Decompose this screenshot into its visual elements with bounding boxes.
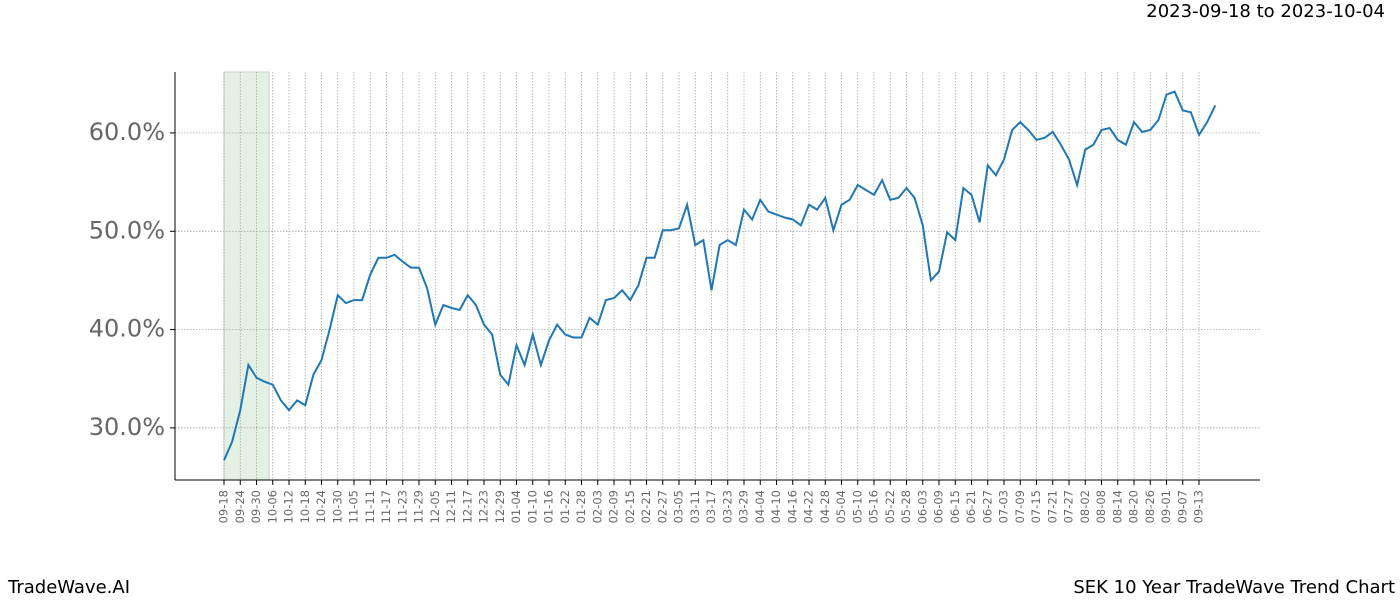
- x-tick-label: 05-28: [899, 490, 913, 523]
- brand: TradeWave.AI: [7, 577, 130, 598]
- x-tick-label: 09-07: [1175, 490, 1189, 523]
- x-tick-label: 05-22: [883, 490, 897, 523]
- x-tick-label: 12-23: [477, 490, 491, 523]
- x-tick-label: 11-23: [395, 490, 409, 523]
- x-tick-label: 01-04: [509, 490, 523, 523]
- x-tick-label: 09-13: [1192, 490, 1206, 523]
- x-tick-label: 09-01: [1159, 490, 1173, 523]
- x-tick-label: 08-14: [1110, 490, 1124, 523]
- x-tick-label: 06-21: [964, 490, 978, 523]
- x-tick-label: 01-10: [525, 490, 539, 523]
- x-tick-label: 05-04: [834, 490, 848, 523]
- x-tick-label: 06-27: [980, 490, 994, 523]
- x-tick-label: 04-28: [818, 490, 832, 523]
- x-tick-label: 05-16: [867, 490, 881, 523]
- x-tick-label: 07-15: [1029, 490, 1043, 523]
- x-tick-label: 07-09: [1013, 490, 1027, 523]
- y-tick-label: 50.0%: [89, 216, 165, 244]
- y-tick-label: 60.0%: [89, 118, 165, 146]
- x-tick-label: 01-22: [558, 490, 572, 523]
- y-tick-label: 30.0%: [89, 413, 165, 441]
- x-tick-label: 06-09: [932, 490, 946, 523]
- x-tick-label: 09-18: [217, 490, 231, 523]
- line-series: [223, 90, 1217, 461]
- x-tick-label: 04-16: [785, 490, 799, 523]
- x-tick-label: 06-15: [948, 490, 962, 523]
- x-tick-label: 04-22: [802, 490, 816, 523]
- x-tick-label: 11-17: [379, 490, 393, 523]
- x-tick-label: 12-11: [444, 490, 458, 523]
- x-tick-label: 11-29: [412, 490, 426, 523]
- x-tick-label: 09-30: [249, 490, 263, 523]
- x-tick-label: 08-02: [1078, 490, 1092, 523]
- x-tick-label: 12-05: [428, 490, 442, 523]
- x-tick-label: 10-24: [314, 490, 328, 523]
- x-tick-label: 04-04: [753, 490, 767, 523]
- x-tick-label: 12-17: [460, 490, 474, 523]
- x-tick-label: 10-30: [330, 490, 344, 523]
- x-tick-label: 08-26: [1143, 490, 1157, 523]
- x-tick-label: 01-28: [574, 490, 588, 523]
- x-tick-label: 03-05: [672, 490, 686, 523]
- x-tick-label: 11-11: [363, 490, 377, 523]
- x-tick-label: 06-03: [915, 490, 929, 523]
- x-tick-label: 10-12: [282, 490, 296, 523]
- x-tick-label: 07-03: [997, 490, 1011, 523]
- x-tick-label: 02-09: [607, 490, 621, 523]
- x-tick-label: 10-18: [298, 490, 312, 523]
- x-tick-label: 08-20: [1127, 490, 1141, 523]
- x-tick-label: 03-11: [688, 490, 702, 523]
- x-tick-label: 07-27: [1062, 490, 1076, 523]
- x-tick-label: 01-16: [542, 490, 556, 523]
- x-tick-label: 10-06: [265, 490, 279, 523]
- x-tick-label: 02-21: [639, 490, 653, 523]
- x-tick-label: 02-27: [655, 490, 669, 523]
- x-tick-label: 11-05: [347, 490, 361, 523]
- highlight-band: [223, 71, 270, 481]
- x-tick-label: 12-29: [493, 490, 507, 523]
- date-range: 2023-09-18 to 2023-10-04: [1146, 1, 1385, 22]
- x-tick-label: 03-29: [737, 490, 751, 523]
- x-tick-label: 03-23: [720, 490, 734, 523]
- x-tick-label: 02-03: [590, 490, 604, 523]
- x-tick-label: 05-10: [850, 490, 864, 523]
- x-tick-label: 04-10: [769, 490, 783, 523]
- x-tick-label: 03-17: [704, 490, 718, 523]
- chart-title: SEK 10 Year TradeWave Trend Chart: [1073, 577, 1395, 598]
- x-tick-label: 09-24: [233, 490, 247, 523]
- x-tick-label: 02-15: [623, 490, 637, 523]
- x-tick-label: 08-08: [1094, 490, 1108, 523]
- x-tick-label: 07-21: [1045, 490, 1059, 523]
- y-tick-label: 40.0%: [89, 315, 165, 343]
